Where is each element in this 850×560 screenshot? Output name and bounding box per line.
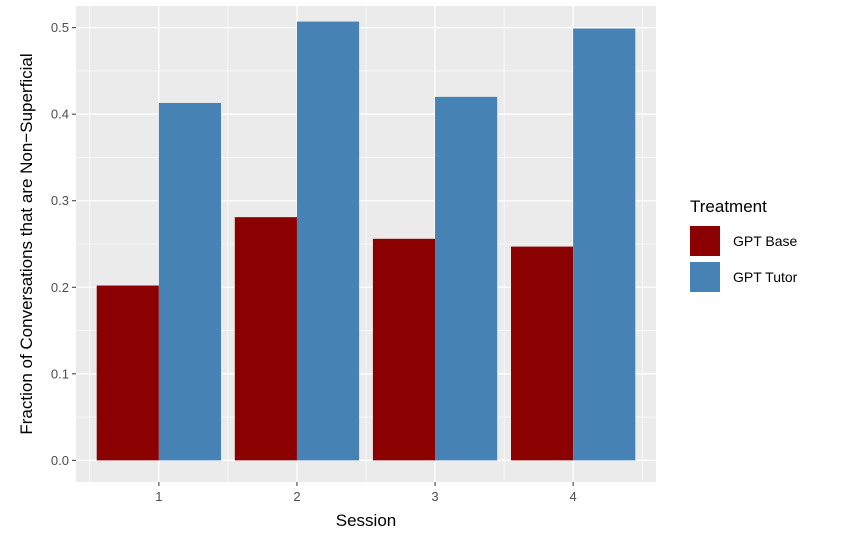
bar-gpt-base-session-3 xyxy=(372,238,436,461)
legend-title: Treatment xyxy=(690,197,767,216)
y-tick-label: 0.2 xyxy=(51,280,69,295)
y-tick-label: 0.0 xyxy=(51,453,69,468)
y-tick-label: 0.3 xyxy=(51,193,69,208)
y-axis-title: Fraction of Conversations that are Non−S… xyxy=(17,53,36,434)
y-tick-label: 0.1 xyxy=(51,366,69,381)
bars xyxy=(96,21,636,461)
x-axis: 1 2 3 4 xyxy=(155,482,577,504)
legend-key-gpt-base xyxy=(690,226,720,256)
bar-gpt-tutor-session-3 xyxy=(435,96,498,461)
bar-gpt-base-session-1 xyxy=(96,285,159,461)
bar-gpt-tutor-session-4 xyxy=(573,28,636,461)
legend: Treatment GPT Base GPT Tutor xyxy=(690,197,798,292)
x-tick-label: 1 xyxy=(155,489,162,504)
legend-label-gpt-base: GPT Base xyxy=(733,233,798,249)
legend-label-gpt-tutor: GPT Tutor xyxy=(733,269,798,285)
bar-gpt-tutor-session-2 xyxy=(296,21,360,461)
x-axis-title: Session xyxy=(336,511,396,530)
y-axis: 0.0 0.1 0.2 0.3 0.4 0.5 xyxy=(51,20,76,468)
y-tick-label: 0.5 xyxy=(51,20,69,35)
bar-gpt-base-session-4 xyxy=(511,246,574,461)
x-tick-label: 2 xyxy=(293,489,300,504)
y-tick-label: 0.4 xyxy=(51,107,69,122)
bar-gpt-base-session-2 xyxy=(234,217,297,461)
legend-key-gpt-tutor xyxy=(690,262,720,292)
x-tick-label: 3 xyxy=(431,489,438,504)
bar-gpt-tutor-session-1 xyxy=(158,102,221,461)
x-tick-label: 4 xyxy=(570,489,577,504)
